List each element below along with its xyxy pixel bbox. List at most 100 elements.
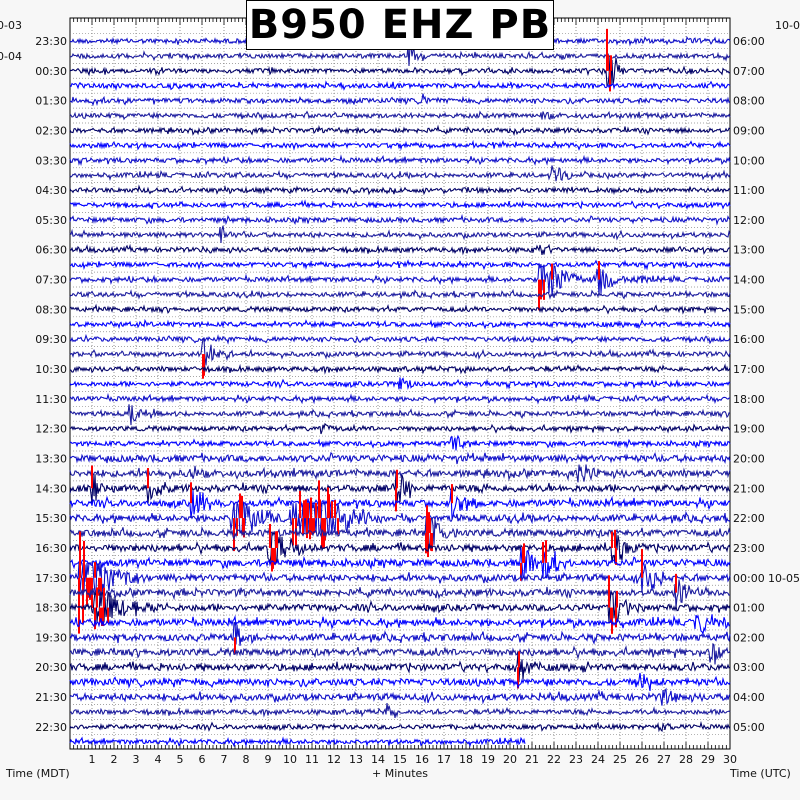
trace-row [69,517,731,549]
x-tick-label: 10 [283,753,297,766]
x-tick-label: 1 [89,753,96,766]
trace-row [69,124,731,137]
left-axis-label: Time (MDT) [5,767,70,780]
trace-row [69,720,731,733]
x-tick-label: 19 [481,753,495,766]
left-time-label: 00:30 [35,65,67,78]
trace-row [69,687,731,706]
trace-row [69,165,731,182]
right-time-label: 11:00 [733,184,765,197]
trace-row [69,243,731,256]
x-tick-label: 14 [371,753,385,766]
trace-row [69,110,731,121]
right-time-label: 10:00 [733,154,765,167]
right-time-label: 23:00 [733,542,765,555]
trace-row [69,318,731,330]
x-tick-label: 15 [393,753,407,766]
left-time-label: 02:30 [35,124,67,137]
right-time-label: 21:00 [733,482,765,495]
trace-row [69,614,731,636]
right-time-label: 06:00 [733,35,765,48]
left-time-label: 03:30 [35,154,67,167]
trace-row [69,303,731,315]
trace-row [69,139,731,151]
trace-row [69,258,731,271]
trace-row [69,736,526,748]
trace-row [69,562,731,595]
right-date-label: 10-05 [768,572,800,585]
right-time-label: 14:00 [733,274,765,287]
x-tick-label: 4 [155,753,162,766]
trace-row [69,93,731,107]
right-time-label: 16:00 [733,333,765,346]
trace-row [69,377,731,390]
left-time-label: 09:30 [35,333,67,346]
left-time-label: 17:30 [35,572,67,585]
trace-row [69,473,731,504]
right-time-label: 15:00 [733,303,765,316]
trace-row [69,642,731,665]
trace-row [69,154,731,167]
x-tick-label: 20 [503,753,517,766]
right-time-label: 07:00 [733,65,765,78]
trace-row [70,434,731,451]
x-tick-label: 18 [459,753,473,766]
left-time-label: 20:30 [35,661,67,674]
trace-row [69,213,731,226]
left-time-label: 12:30 [35,423,67,436]
x-tick-label: 13 [349,753,363,766]
trace-row [69,489,731,521]
x-tick-label: 21 [525,753,539,766]
right-time-label: 09:00 [733,124,765,137]
x-tick-label: 3 [133,753,140,766]
trace-row [69,333,731,345]
x-tick-label: 22 [547,753,561,766]
x-tick-label: 16 [415,753,429,766]
trace-row [69,451,731,465]
trace-row [69,531,731,564]
right-time-label: 17:00 [733,363,765,376]
right-time-label: 18:00 [733,393,765,406]
trace-row [69,652,731,683]
trace-row [69,501,731,534]
right-time-label: 08:00 [733,95,765,108]
trace-row [69,55,731,87]
trace-row [69,43,731,67]
x-tick-label: 2 [111,753,118,766]
left-time-label: 18:30 [35,602,67,615]
left-time-label: 23:30 [35,35,67,48]
left-time-label: 13:30 [35,452,67,465]
right-time-label: 01:00 [733,602,765,615]
x-tick-label: 5 [177,753,184,766]
left-time-label: 14:30 [35,482,67,495]
left-time-label: 16:30 [35,542,67,555]
left-time-label: 10:30 [35,363,67,376]
left-time-label: 22:30 [35,721,67,734]
left-time-label: 04:30 [35,184,67,197]
trace-row [70,422,731,435]
left-time-label: 19:30 [35,631,67,644]
x-tick-label: 23 [569,753,583,766]
right-axis-label: Time (UTC) [729,767,791,780]
trace-row [69,392,731,405]
x-tick-label: 28 [679,753,693,766]
trace-row [69,288,731,300]
right-time-label: 19:00 [733,423,765,436]
x-tick-label: 8 [243,753,250,766]
x-tick-label: 30 [723,753,737,766]
right-time-label: 04:00 [733,691,765,704]
x-tick-label: 7 [221,753,228,766]
trace-row [69,703,731,718]
x-tick-label: 11 [305,753,319,766]
x-tick-label: 6 [199,753,206,766]
trace-row [69,547,731,579]
trace-row [69,225,731,244]
trace-row [69,363,731,375]
trace-row [69,338,731,366]
x-axis-label: + Minutes [372,767,428,780]
left-time-label: 06:30 [35,244,67,257]
left-date-label: 10-03 [0,19,22,32]
trace-row [69,590,731,623]
